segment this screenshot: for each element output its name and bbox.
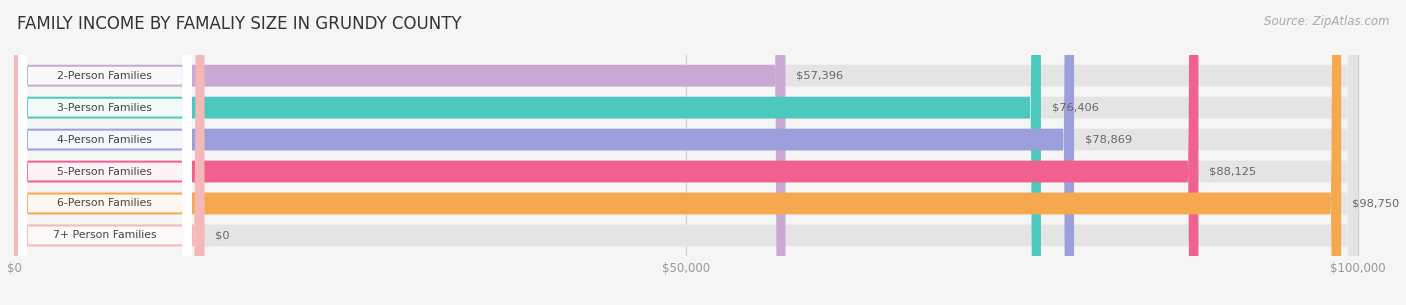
FancyBboxPatch shape [14,0,1358,305]
FancyBboxPatch shape [18,0,191,305]
Text: 2-Person Families: 2-Person Families [58,71,152,81]
FancyBboxPatch shape [14,0,1358,305]
FancyBboxPatch shape [14,0,1341,305]
FancyBboxPatch shape [14,0,1198,305]
Text: $98,750: $98,750 [1353,199,1399,209]
FancyBboxPatch shape [14,0,1358,305]
FancyBboxPatch shape [14,0,204,305]
FancyBboxPatch shape [14,0,1074,305]
Text: $88,125: $88,125 [1209,167,1257,177]
FancyBboxPatch shape [14,0,1358,305]
FancyBboxPatch shape [18,0,191,305]
Text: 3-Person Families: 3-Person Families [58,102,152,113]
FancyBboxPatch shape [18,0,191,305]
FancyBboxPatch shape [18,0,191,305]
Text: 4-Person Families: 4-Person Families [58,135,152,145]
Text: $76,406: $76,406 [1052,102,1098,113]
FancyBboxPatch shape [18,0,191,305]
FancyBboxPatch shape [18,0,191,305]
Text: FAMILY INCOME BY FAMALIY SIZE IN GRUNDY COUNTY: FAMILY INCOME BY FAMALIY SIZE IN GRUNDY … [17,15,461,33]
FancyBboxPatch shape [14,0,786,305]
Text: 5-Person Families: 5-Person Families [58,167,152,177]
Text: Source: ZipAtlas.com: Source: ZipAtlas.com [1264,15,1389,28]
Text: 6-Person Families: 6-Person Families [58,199,152,209]
FancyBboxPatch shape [14,0,1358,305]
FancyBboxPatch shape [14,0,1358,305]
FancyBboxPatch shape [14,0,1040,305]
Text: $0: $0 [215,231,231,240]
Text: 7+ Person Families: 7+ Person Families [53,231,156,240]
Text: $78,869: $78,869 [1085,135,1132,145]
Text: $57,396: $57,396 [796,71,844,81]
